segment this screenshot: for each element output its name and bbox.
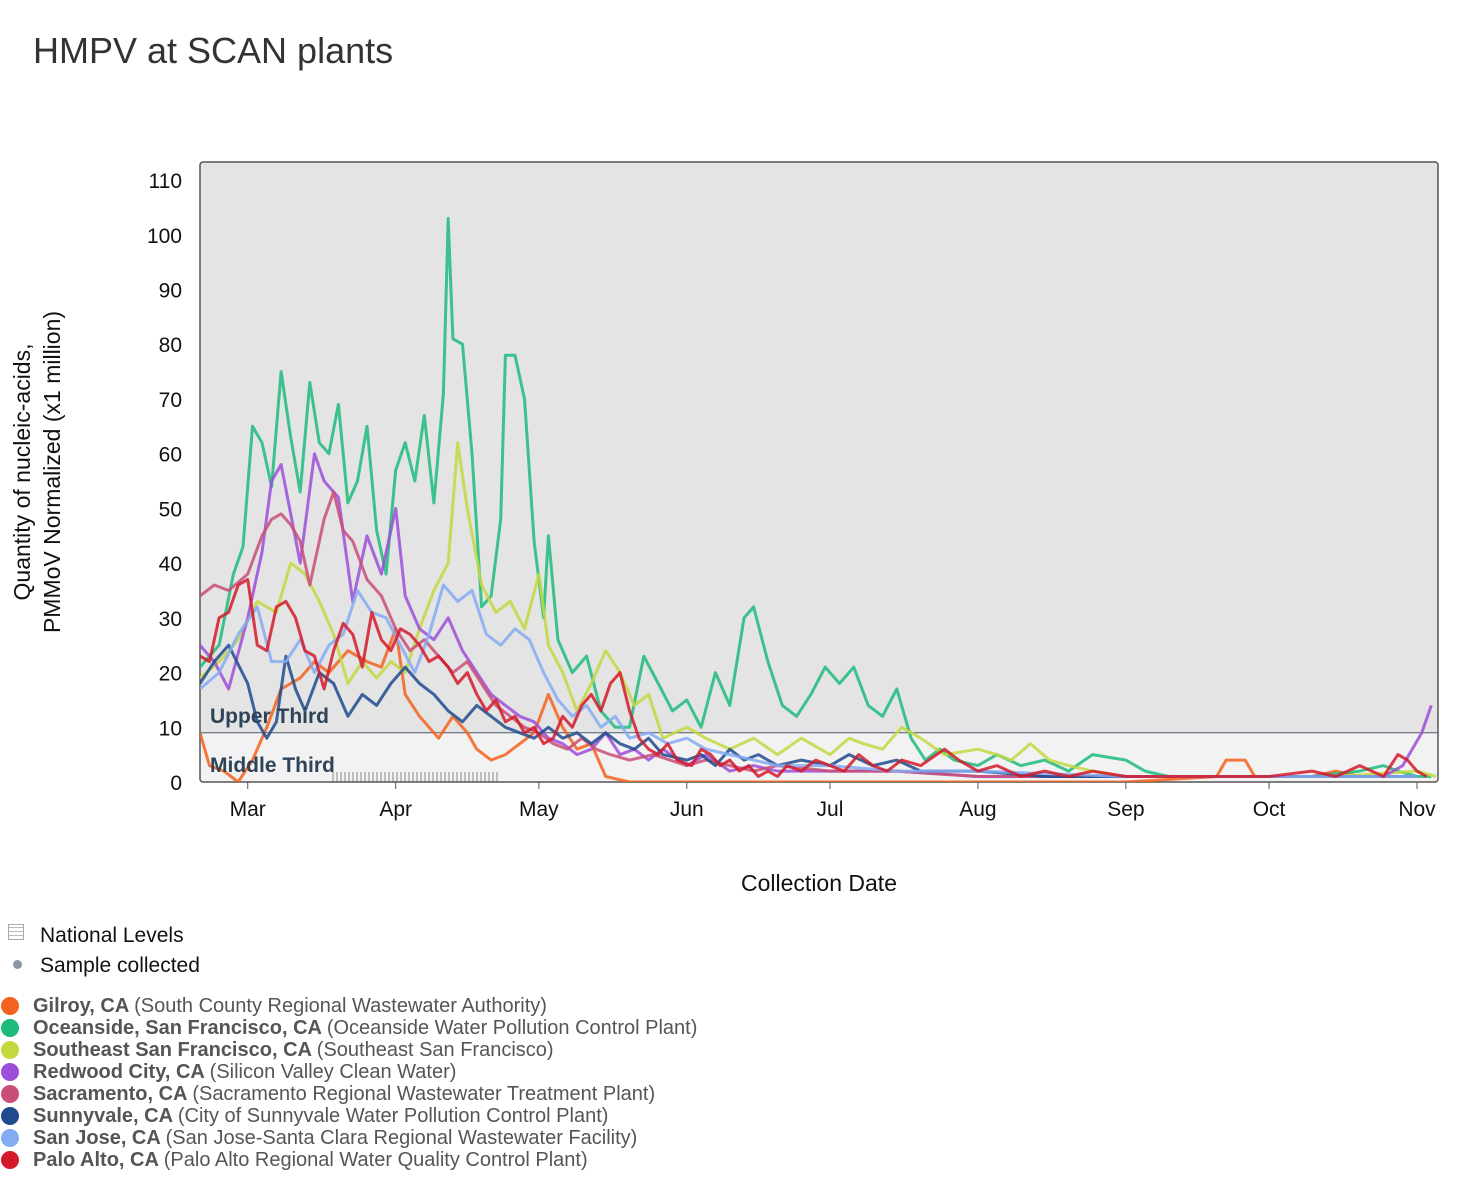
legend-site-plant: (Palo Alto Regional Water Quality Contro… (163, 1149, 588, 1171)
x-tick-label: Apr (379, 798, 412, 821)
y-axis-title-line: PMMoV Normalized (x1 million) (39, 311, 65, 633)
y-tick-label: 60 (159, 444, 182, 467)
series-line[interactable] (200, 490, 1417, 778)
y-axis-title-line: Quantity of nucleic-acids, (9, 344, 35, 601)
legend-site-item[interactable]: Southeast San Francisco, CA (Southeast S… (0, 1038, 1000, 1062)
legend-site-plant: (South County Regional Wastewater Author… (134, 995, 547, 1017)
series-line[interactable] (200, 216, 1432, 778)
page-title: HMPV at SCAN plants (33, 30, 394, 71)
legend-site-item[interactable]: Sacramento, CA (Sacramento Regional Wast… (0, 1082, 1000, 1106)
legend-sample-collected[interactable]: Sample collected (0, 950, 1000, 980)
hatched-box-icon (8, 924, 24, 940)
series-color-dot-icon (1, 1151, 19, 1169)
legend-site-list: Gilroy, CA (South County Regional Wastew… (0, 994, 1000, 1172)
legend-site-plant: (Southeast San Francisco) (316, 1039, 554, 1061)
upper-third-band (200, 162, 1438, 733)
series-line[interactable] (200, 441, 1437, 778)
legend-site-name: San Jose, CA (33, 1127, 166, 1149)
y-tick-label: 40 (159, 553, 182, 576)
x-axis-title: Collection Date (741, 870, 897, 896)
series-group (200, 216, 1437, 782)
legend-site-name: Sunnyvale, CA (33, 1105, 178, 1127)
y-tick-label: 100 (147, 225, 182, 248)
y-tick-label: 0 (170, 772, 182, 795)
y-tick-label: 80 (159, 334, 182, 357)
series-color-dot-icon (1, 1129, 19, 1147)
upper-third-label: Upper Third (210, 705, 329, 728)
x-tick-label: Jun (670, 798, 704, 821)
legend-site-label: Redwood City, CA (Silicon Valley Clean W… (33, 1061, 456, 1084)
legend-site-name: Redwood City, CA (33, 1061, 210, 1083)
legend-site-name: Oceanside, San Francisco, CA (33, 1017, 327, 1039)
series-line[interactable] (200, 583, 1417, 778)
y-tick-label: 110 (149, 170, 182, 193)
y-axis-title: Quantity of nucleic-acids, PMMoV Normaliz… (9, 311, 65, 633)
legend-site-plant: (City of Sunnyvale Water Pollution Contr… (177, 1105, 609, 1127)
legend-site-label: San Jose, CA (San Jose-Santa Clara Regio… (33, 1127, 637, 1150)
legend-national-levels[interactable]: National Levels (0, 920, 1000, 950)
series-color-dot-icon (1, 1019, 19, 1037)
legend-site-plant: (Oceanside Water Pollution Control Plant… (326, 1017, 698, 1039)
line-chart: 0 10 20 30 40 50 60 70 80 90 100 110 Mar Apr May Jun Jul… (9, 161, 1439, 896)
legend-site-name: Sacramento, CA (33, 1083, 193, 1105)
legend-site-label: Southeast San Francisco, CA (Southeast S… (33, 1039, 554, 1062)
series-color-dot-icon (1, 1041, 19, 1059)
legend-site-item[interactable]: Gilroy, CA (South County Regional Wastew… (0, 994, 1000, 1018)
legend-site-plant: (Sacramento Regional Wastewater Treatmen… (192, 1083, 656, 1105)
legend-site-name: Gilroy, CA (33, 995, 135, 1017)
series-line[interactable] (200, 643, 1417, 778)
legend-site-label: Gilroy, CA (South County Regional Wastew… (33, 995, 547, 1018)
legend-site-label: Sunnyvale, CA (City of Sunnyvale Water P… (33, 1105, 608, 1128)
legend-site-item[interactable]: Redwood City, CA (Silicon Valley Clean W… (0, 1060, 1000, 1084)
legend-sample-collected-label: Sample collected (40, 954, 200, 977)
legend-site-item[interactable]: San Jose, CA (San Jose-Santa Clara Regio… (0, 1126, 1000, 1150)
x-tick-label: Aug (959, 798, 996, 821)
series-color-dot-icon (1, 1063, 19, 1081)
legend-site-label: Palo Alto, CA (Palo Alto Regional Water … (33, 1149, 588, 1172)
legend-site-label: Sacramento, CA (Sacramento Regional Wast… (33, 1083, 655, 1106)
legend-site-name: Palo Alto, CA (33, 1149, 164, 1171)
sample-dot-icon (13, 960, 22, 969)
national-levels-hatch (330, 772, 500, 782)
y-tick-label: 70 (159, 389, 182, 412)
y-tick-label: 90 (159, 280, 182, 303)
y-tick-label: 30 (159, 608, 182, 631)
x-tick-label: Mar (230, 798, 266, 821)
series-color-dot-icon (1, 997, 19, 1015)
y-tick-label: 50 (159, 498, 182, 521)
middle-third-label: Middle Third (210, 754, 335, 777)
y-tick-label: 10 (159, 717, 182, 740)
x-tick-label: Oct (1253, 798, 1286, 821)
legend-site-label: Oceanside, San Francisco, CA (Oceanside … (33, 1017, 697, 1040)
series-color-dot-icon (1, 1085, 19, 1103)
legend-site-name: Southeast San Francisco, CA (33, 1039, 317, 1061)
x-tick-label: Nov (1398, 798, 1436, 821)
x-tick-label: May (519, 798, 559, 821)
legend-site-item[interactable]: Oceanside, San Francisco, CA (Oceanside … (0, 1016, 1000, 1040)
legend-site-plant: (San Jose-Santa Clara Regional Wastewate… (165, 1127, 638, 1149)
legend-site-item[interactable]: Palo Alto, CA (Palo Alto Regional Water … (0, 1148, 1000, 1172)
legend: National Levels Sample collected Gilroy,… (0, 920, 1000, 1172)
series-line[interactable] (200, 578, 1428, 778)
x-tick-label: Jul (817, 798, 844, 821)
series-color-dot-icon (1, 1107, 19, 1125)
x-tick-label: Sep (1107, 798, 1144, 821)
legend-national-levels-label: National Levels (40, 924, 184, 947)
y-tick-label: 20 (159, 663, 182, 686)
legend-site-item[interactable]: Sunnyvale, CA (City of Sunnyvale Water P… (0, 1104, 1000, 1128)
legend-site-plant: (Silicon Valley Clean Water) (209, 1061, 457, 1083)
